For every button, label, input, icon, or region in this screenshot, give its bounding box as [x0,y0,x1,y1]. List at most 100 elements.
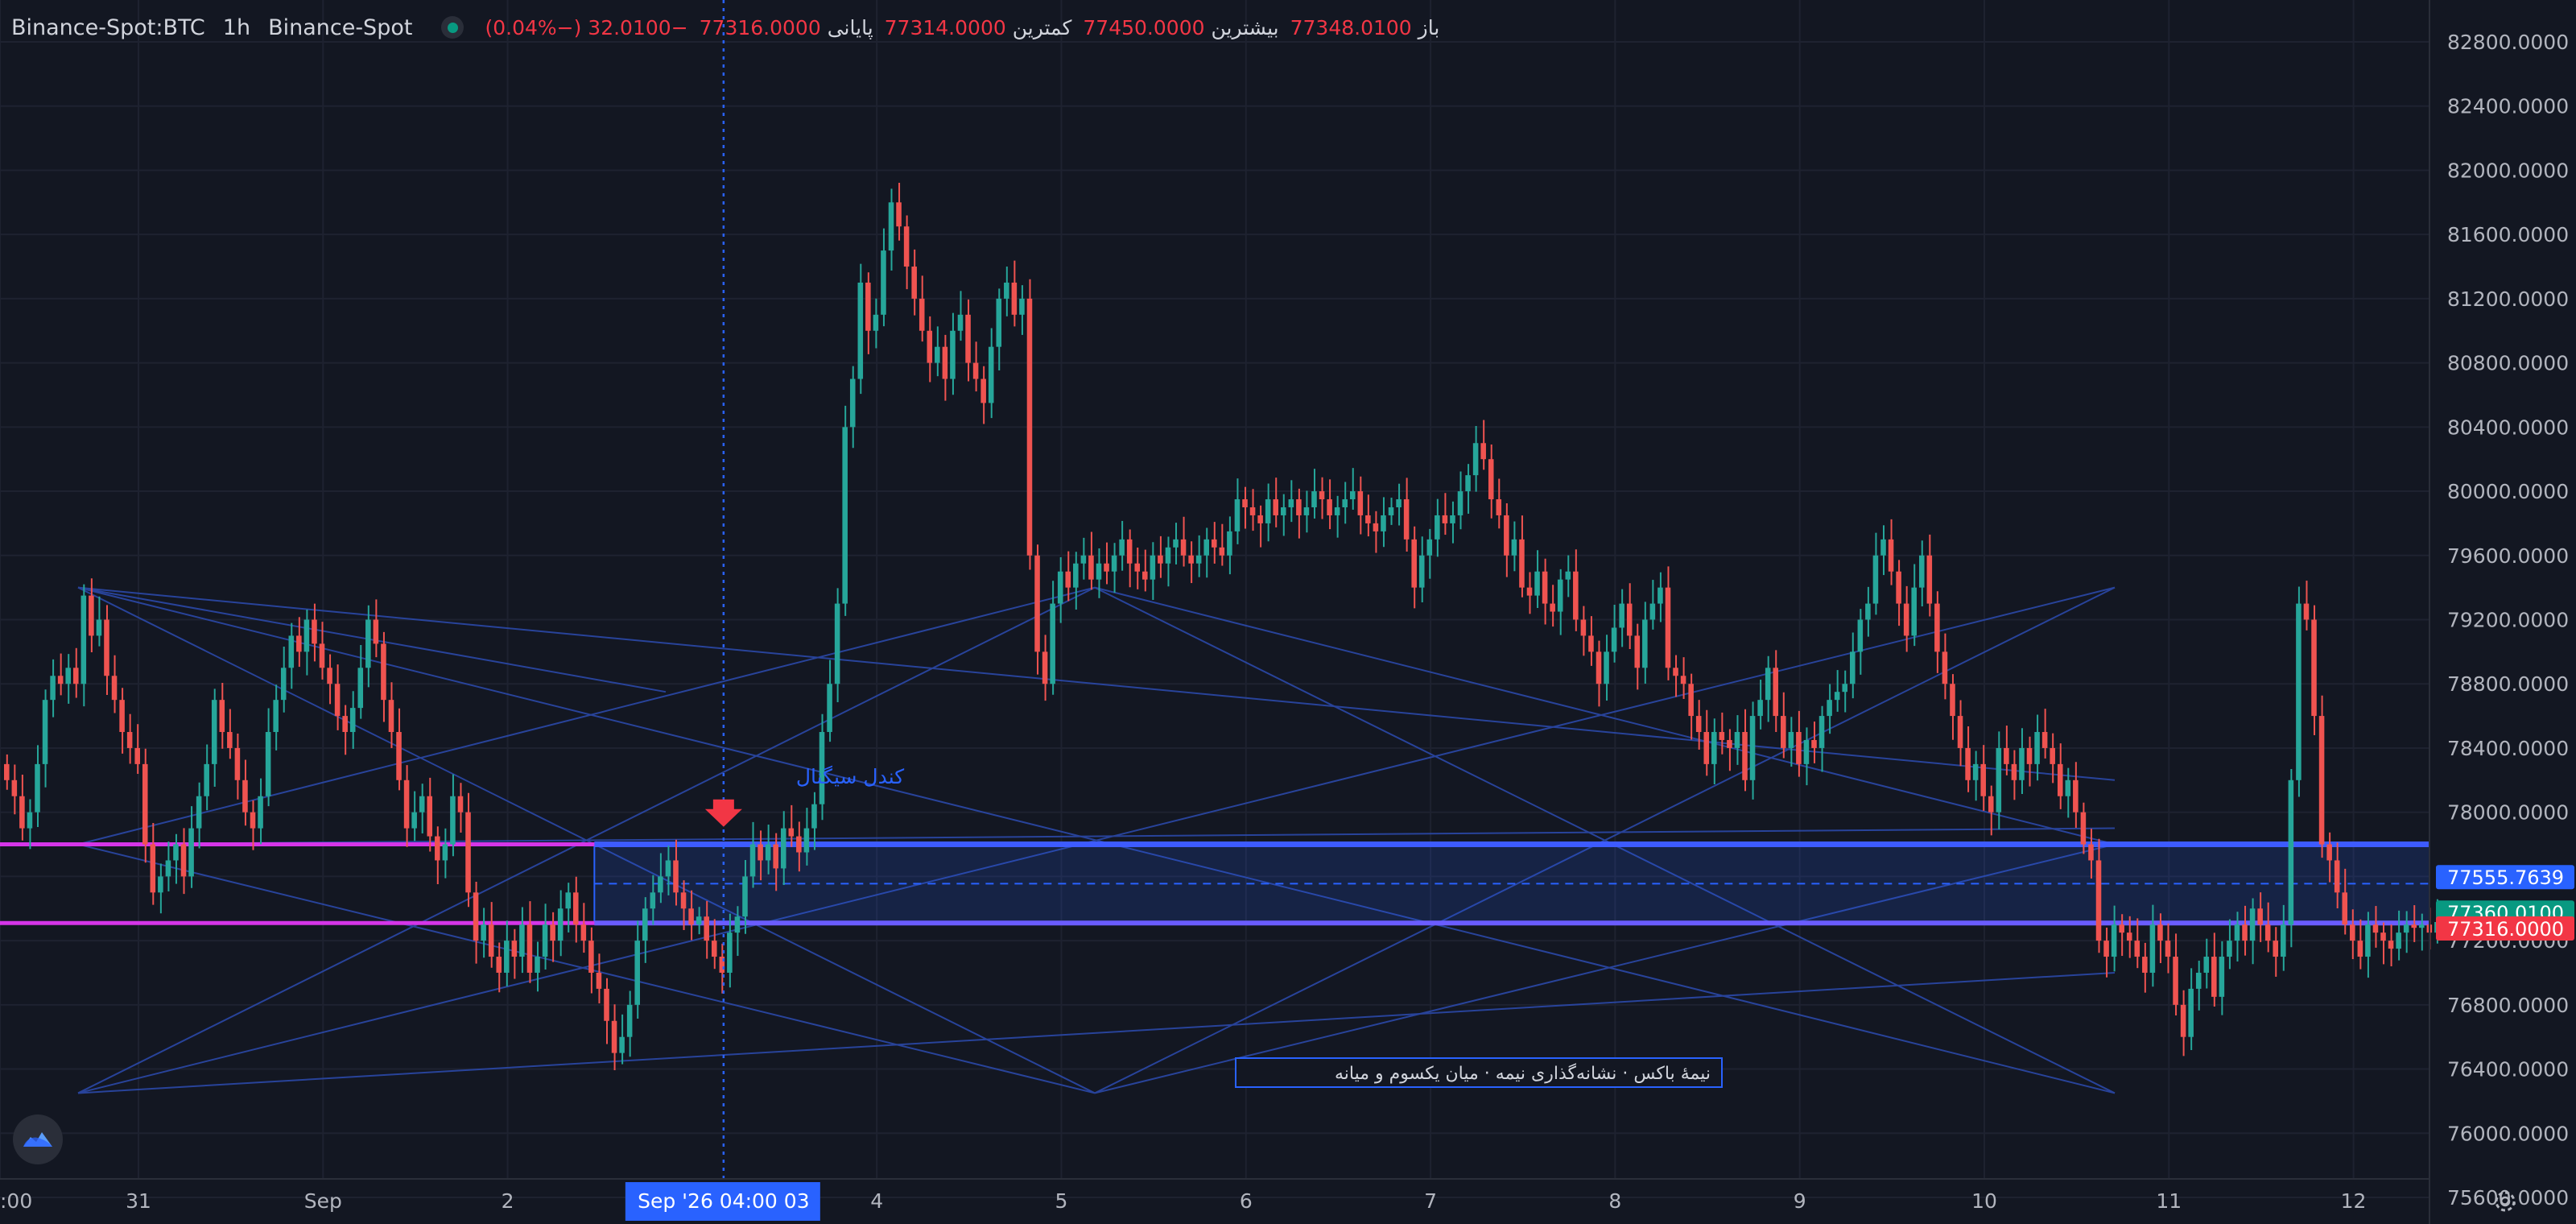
candle [57,653,64,696]
candle [1342,482,1348,524]
candle-body [319,643,325,668]
price-axis-panel[interactable] [2429,0,2576,1224]
candle [2326,832,2332,883]
candle-body [1104,563,1109,572]
candle [881,228,886,327]
candle-body [134,747,140,764]
candle [1573,549,1579,631]
candle-body [1227,531,1232,556]
candle-body [919,298,925,331]
close-label: پایانی [827,15,873,39]
candle-body [1488,459,1494,500]
candle [980,366,986,424]
candle [580,903,587,953]
candle [1534,550,1540,608]
candle-body [2372,924,2379,933]
candle [942,334,948,401]
candle [773,833,778,891]
candle [204,744,209,811]
time-tick-label: 7 [1424,1189,1437,1213]
candle-body [680,892,687,909]
candle [211,688,217,787]
candle-body [442,844,448,861]
candle [2242,905,2248,956]
candle-body [980,378,986,403]
candle [2041,709,2048,759]
price-label-badge[interactable] [2436,916,2574,941]
candle-body [119,700,125,733]
candle [65,654,71,704]
candle [419,784,425,833]
symbol-name[interactable]: Binance-Spot:BTC [11,14,205,40]
candle-body [2296,603,2301,780]
candle-body [2050,747,2055,764]
candle [680,880,687,930]
candle-body [2019,747,2025,780]
tradingview-logo-icon[interactable] [13,1114,63,1164]
candle [1588,616,1594,666]
candle [488,902,494,968]
candle [2126,916,2132,958]
candle [111,655,118,713]
candle-body [1811,739,1817,748]
candle [1727,729,1732,771]
candle [1388,498,1394,525]
time-axis-panel[interactable] [0,1179,2429,1224]
candle-body [1203,539,1210,556]
pattern-drawing[interactable] [77,586,2116,1094]
candle [227,709,233,759]
candle-body [881,250,886,315]
candle [2334,842,2340,909]
candle-body [349,708,356,733]
candle-body [1573,571,1579,620]
candle-body [565,892,572,909]
candle [1857,609,1864,675]
signal-arrow-icon[interactable] [704,799,742,827]
candle [1273,478,1278,527]
candle [1418,536,1425,602]
candle-body [1411,539,1417,588]
candle [2311,605,2317,735]
box-caption-frame[interactable] [1235,1057,1723,1088]
pattern-line [77,843,1096,1094]
timeframe[interactable]: 1h [222,14,251,40]
candle [2288,769,2294,948]
candle-body [2303,603,2310,620]
candles[interactable] [4,182,2440,1070]
candle-body [719,957,725,973]
candle-body [2318,716,2325,845]
candle-body [1703,732,1710,764]
candle [334,664,341,730]
candle-body [1588,635,1594,652]
pattern-line [77,971,2116,1094]
candle [1773,650,1779,733]
candle [1834,670,1840,712]
candle [303,609,310,676]
candle-body [1880,539,1886,556]
candle-body [211,700,217,764]
candle [2057,743,2063,809]
candle-body [734,916,741,933]
candle [1950,674,1955,740]
candle [1734,715,1740,765]
candle-body [1796,732,1802,764]
candle [1903,585,1909,652]
candle [1972,751,1979,801]
candle-body [4,763,10,780]
time-tick-label: 10 [1971,1189,1997,1213]
market-status-icon[interactable] [441,16,464,39]
price-label-badge[interactable] [2436,865,2574,890]
candle-body [1327,499,1332,515]
candle-body [857,282,864,379]
candle [1158,536,1163,578]
candle [4,754,10,790]
candle [2396,910,2401,961]
candle-body [365,619,371,668]
candle-body [1903,603,1909,636]
candle-body [142,763,148,845]
candle [803,808,810,866]
gear-icon[interactable] [2491,1187,2520,1216]
candle-body [1550,603,1555,612]
